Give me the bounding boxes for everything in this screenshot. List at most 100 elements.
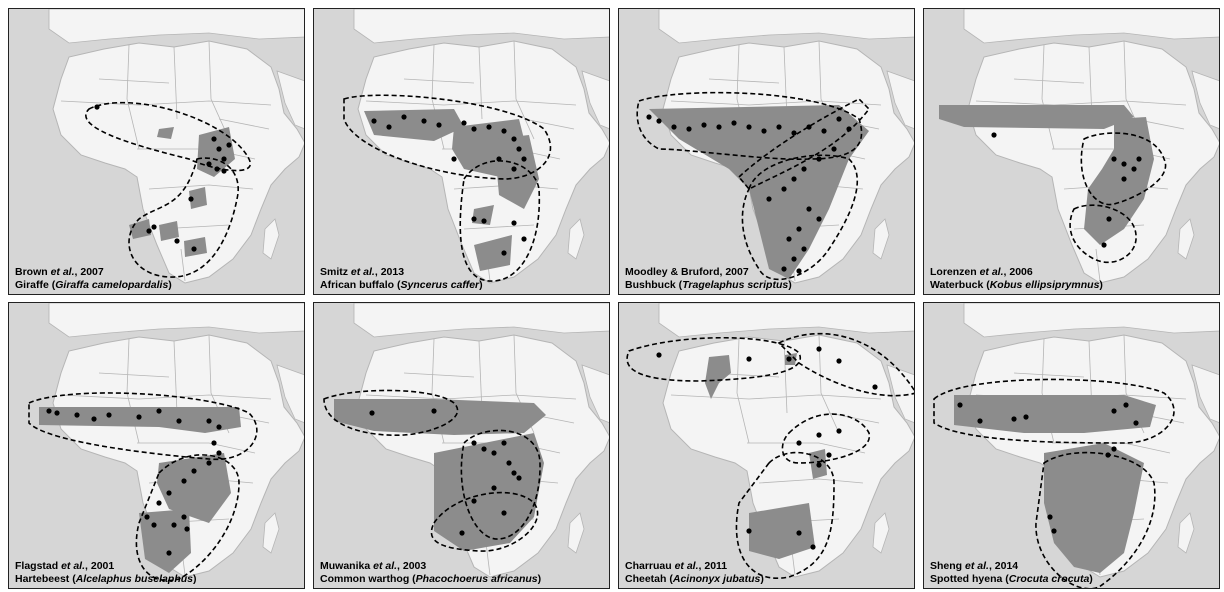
sample-point <box>957 402 963 408</box>
common-name: Giraffe <box>15 278 49 291</box>
sample-point <box>872 384 878 390</box>
common-name: Bushbuck <box>625 278 676 291</box>
sample-point <box>221 168 227 174</box>
panel-caption: Muwanika et al., 2003 Common warthog (Pha… <box>320 560 541 585</box>
scientific-name: Syncerus caffer <box>400 278 480 291</box>
citation-year: , 2007 <box>719 266 749 278</box>
madagascar-landmass <box>567 218 585 260</box>
sample-point <box>701 122 707 128</box>
sample-point <box>451 156 457 162</box>
country-border <box>1041 44 1055 150</box>
sample-point <box>491 485 497 491</box>
sample-point <box>156 408 162 414</box>
genetic-cluster-outline <box>737 98 871 190</box>
sample-point <box>176 418 182 424</box>
africa-map <box>636 9 914 284</box>
country-border <box>478 46 483 120</box>
sample-point <box>796 530 802 536</box>
sample-point <box>506 460 512 466</box>
species-label: Cheetah (Acinonyx jubatus) <box>625 572 764 585</box>
sample-point <box>1085 588 1090 589</box>
sample-point <box>781 186 787 192</box>
sample-point <box>516 146 522 152</box>
country-border <box>1013 372 1085 378</box>
sample-point <box>761 128 767 134</box>
sample-point <box>1121 176 1127 182</box>
citation-etal: et al. <box>674 560 699 572</box>
sample-point <box>671 124 677 130</box>
sample-point <box>776 124 782 130</box>
species-label: Spotted hyena (Crocuta crocuta) <box>930 572 1093 585</box>
sample-point <box>491 450 497 456</box>
sample-point <box>1121 161 1127 167</box>
citation: Sheng et al., 2014 <box>930 560 1093 573</box>
sample-point <box>156 500 162 506</box>
sample-point <box>226 142 232 148</box>
sample-point <box>216 450 222 456</box>
species-label: Common warthog (Phacochoerus africanus) <box>320 572 542 585</box>
madagascar-landmass <box>1177 512 1195 554</box>
panel-caption: Brown et al., 2007 Giraffe (Giraffa camel… <box>15 266 172 291</box>
common-name: African buffalo <box>320 278 395 291</box>
sample-point <box>206 161 212 167</box>
citation: Flagstad et al., 2001 <box>15 560 196 573</box>
sample-point <box>1131 166 1137 172</box>
sample-point <box>836 116 842 122</box>
sample-point <box>181 478 187 484</box>
sample-point <box>436 122 442 128</box>
sample-point <box>731 120 737 126</box>
sample-point <box>816 432 822 438</box>
arabia-landmass <box>581 364 609 424</box>
arabia-landmass <box>1191 364 1219 424</box>
sample-point <box>1136 156 1142 162</box>
sample-point <box>686 126 692 132</box>
genetic-cluster-outline <box>626 336 802 382</box>
sample-point <box>816 346 822 352</box>
species-label: African buffalo (Syncerus caffer) <box>320 278 483 291</box>
arabia-landmass <box>886 70 914 130</box>
sample-point <box>1105 452 1111 458</box>
sample-point <box>146 228 152 234</box>
sample-point <box>216 424 222 430</box>
sample-point <box>791 256 797 262</box>
sample-point <box>836 358 842 364</box>
sample-point <box>216 146 222 152</box>
sample-point <box>74 412 80 418</box>
europe-landmass <box>658 9 914 44</box>
species-range <box>159 221 179 241</box>
sample-point <box>371 118 377 124</box>
species-range <box>1044 443 1144 573</box>
sample-point <box>501 440 507 446</box>
citation: Moodley & Bruford, 2007 <box>625 266 792 279</box>
sample-point <box>46 408 52 414</box>
sample-point <box>221 156 227 162</box>
species-range <box>189 187 207 209</box>
genetic-cluster-outline <box>933 378 1175 444</box>
citation-etal: et al. <box>350 266 375 278</box>
sample-point <box>786 236 792 242</box>
panel-caption: Lorenzen et al., 2006 Waterbuck (Kobus el… <box>930 266 1103 291</box>
sample-point <box>511 136 517 142</box>
scientific-name: Tragelaphus scriptus <box>682 278 789 291</box>
species-range <box>472 205 494 225</box>
panel-caption: Smitz et al., 2013 African buffalo (Synce… <box>320 266 483 291</box>
country-border <box>670 100 882 106</box>
europe-landmass <box>353 9 609 44</box>
sample-point <box>1023 414 1029 420</box>
common-name: Spotted hyena <box>930 572 1003 585</box>
citation-authors: Flagstad <box>15 560 62 572</box>
sample-point <box>516 475 522 481</box>
sample-point <box>94 104 100 110</box>
country-border <box>708 78 780 84</box>
sample-point <box>816 216 822 222</box>
sample-point <box>188 196 194 202</box>
sample-point <box>806 206 812 212</box>
country-border <box>670 394 882 400</box>
europe-landmass <box>963 303 1219 338</box>
species-range <box>954 395 1156 433</box>
country-border <box>747 442 866 454</box>
sample-point <box>461 120 467 126</box>
country-border <box>828 412 880 424</box>
country-border <box>365 100 577 106</box>
sample-point <box>1051 528 1057 534</box>
